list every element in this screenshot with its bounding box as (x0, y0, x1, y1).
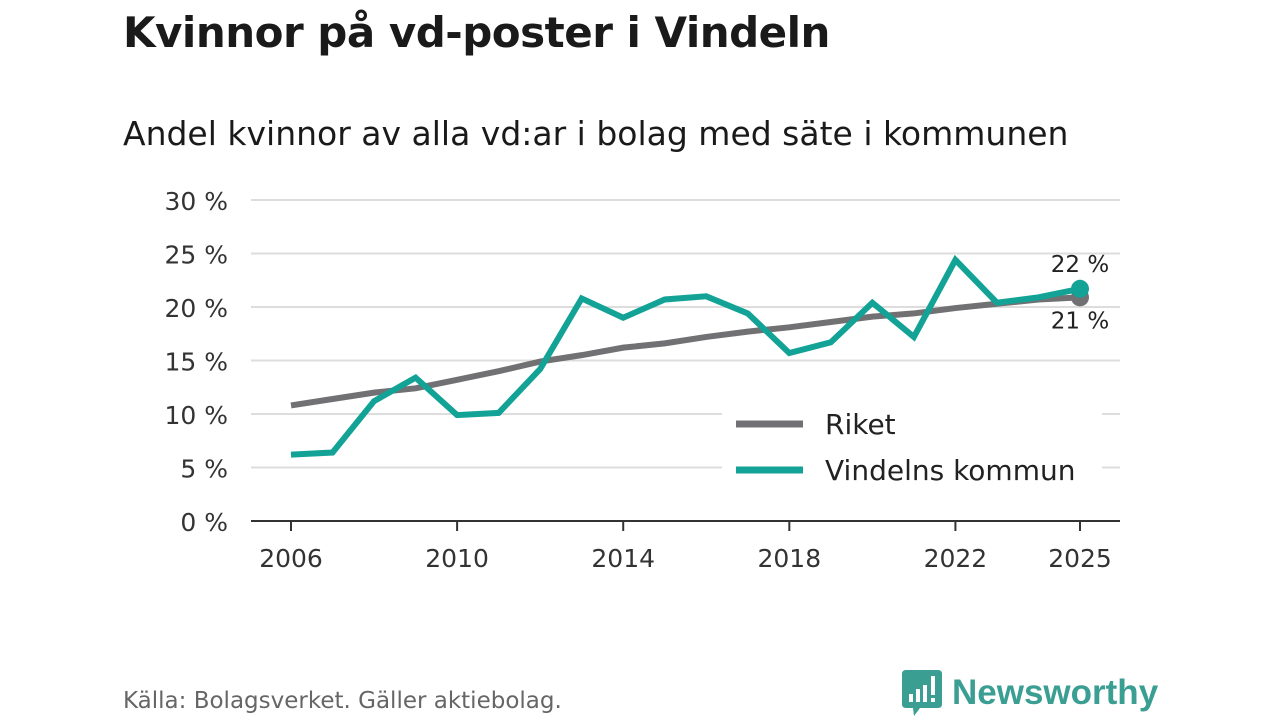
legend-background (722, 400, 1102, 495)
x-tick-label: 2018 (758, 544, 822, 573)
data-point-vindeln (1071, 279, 1089, 298)
source-note: Källa: Bolagsverket. Gäller aktiebolag. (123, 688, 562, 714)
y-tick-label: 15 % (164, 348, 228, 377)
y-tick-label: 30 % (164, 187, 228, 216)
legend-label-riket: Riket (825, 408, 896, 441)
logo-text: Newsworthy (952, 673, 1159, 712)
chart-title: Kvinnor på vd-poster i Vindeln (123, 8, 830, 57)
series-line-vindeln (290, 254, 1081, 458)
y-tick-label: 0 % (180, 508, 228, 537)
y-tick-label: 25 % (164, 241, 228, 270)
x-tick-label: 2006 (259, 544, 323, 573)
y-tick-label: 5 % (180, 455, 228, 484)
y-tick-label: 10 % (164, 401, 228, 430)
bar-chart-logo-icon (902, 670, 942, 716)
legend-label-vindeln: Vindelns kommun (825, 454, 1075, 487)
end-label-vindeln: 22 % (1051, 252, 1109, 278)
chart-subtitle: Andel kvinnor av alla vd:ar i bolag med … (123, 114, 1069, 153)
x-tick-label: 2025 (1048, 544, 1112, 573)
series-line-riket (290, 294, 1081, 409)
newsworthy-logo: Newsworthy (902, 670, 1158, 716)
x-tick-label: 2014 (591, 544, 655, 573)
y-tick-label: 20 % (164, 294, 228, 323)
end-label-riket: 21 % (1051, 308, 1109, 334)
x-tick-label: 2010 (425, 544, 489, 573)
x-tick-label: 2022 (924, 544, 988, 573)
